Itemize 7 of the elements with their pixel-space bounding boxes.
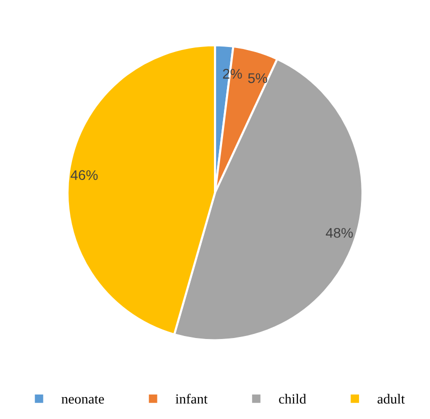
data-label: 46% [70, 170, 98, 180]
legend-label: adult [378, 394, 405, 404]
data-label: 48% [326, 228, 353, 238]
legend-label: infant [176, 394, 208, 404]
legend-label: child [279, 394, 306, 404]
legend-label: neonate [62, 396, 104, 404]
data-label: 5% [248, 73, 268, 84]
